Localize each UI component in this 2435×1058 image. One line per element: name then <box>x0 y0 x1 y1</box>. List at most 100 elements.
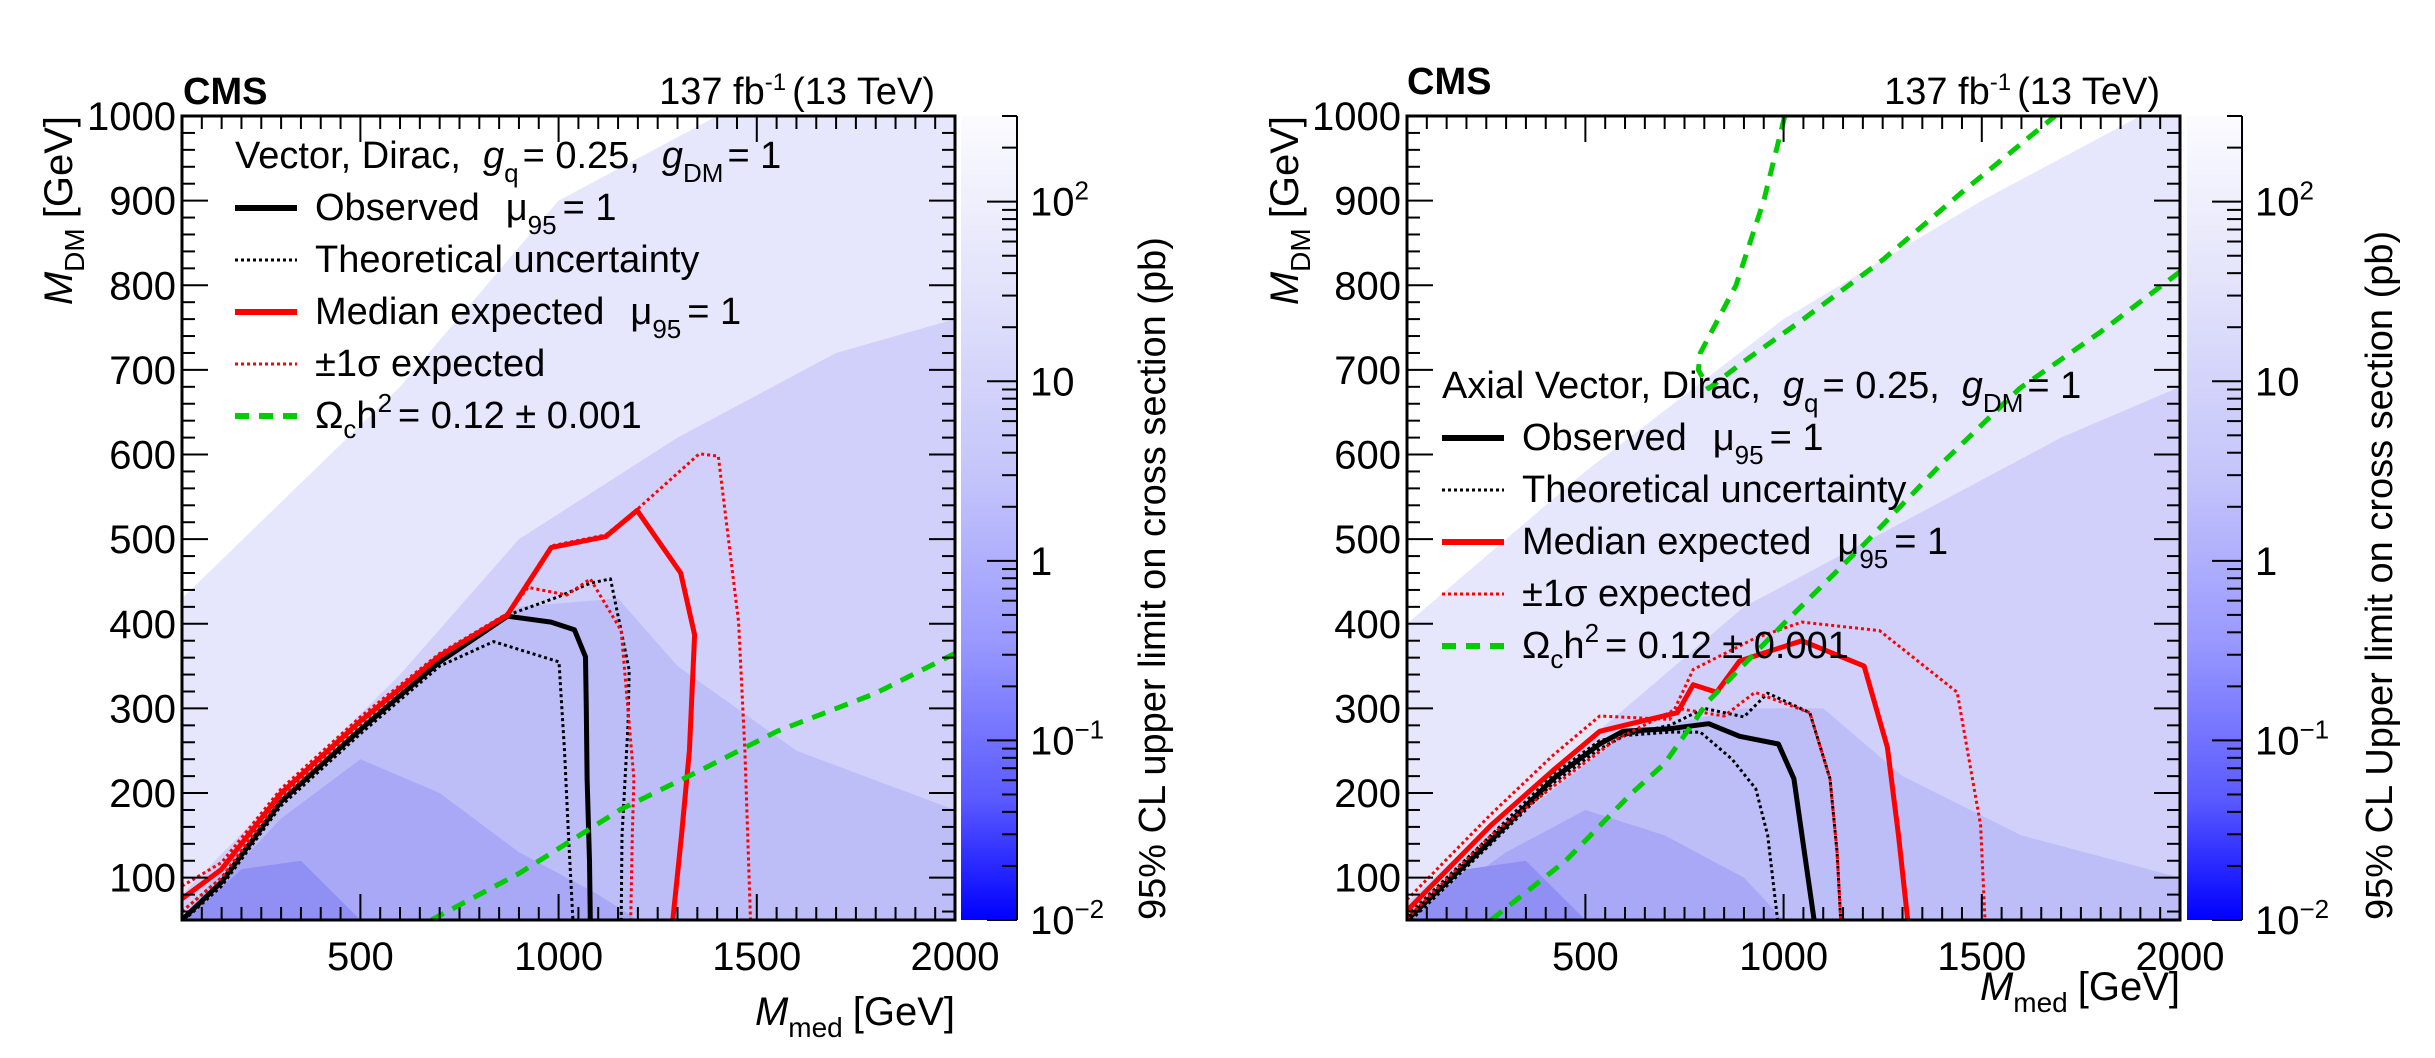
legend-entry-expected: Median expected μ95 = 1 <box>1442 521 1948 574</box>
labels: CMS 137 fb-1 (13 TeV) Mmed [GeV] MDM[GeV] … <box>37 69 1174 1043</box>
colorbar-tick-label: 102 <box>2255 176 2314 225</box>
x-axis-title: Mmed [GeV] <box>755 990 955 1043</box>
legend-entry-relic: Ωch2 = 0.12 ± 0.001 <box>235 388 642 444</box>
legend-header: Vector, Dirac, gq = 0.25, gDM = 1 <box>235 135 781 188</box>
legend: Axial Vector, Dirac, gq = 0.25, gDM = 1Obser… <box>1442 365 2081 674</box>
legend-entry-theory: Theoretical uncertainty <box>1442 469 1906 511</box>
x-tick-label: 500 <box>1552 935 1619 979</box>
y-tick-label: 500 <box>1334 518 1401 562</box>
legend-label: Median expected μ95 = 1 <box>1522 521 1948 574</box>
y-tick-label: 100 <box>109 857 176 901</box>
colorbar-tick-label: 102 <box>1030 176 1089 225</box>
y-tick-label: 300 <box>109 687 176 731</box>
y-tick-label: 700 <box>109 349 176 393</box>
x-tick-label: 1000 <box>514 935 603 979</box>
x-tick-label: 2000 <box>911 935 1000 979</box>
legend-header: Axial Vector, Dirac, gq = 0.25, gDM = 1 <box>1442 365 2081 418</box>
labels: CMS 137 fb-1 (13 TeV) Mmed [GeV] MDM[GeV] … <box>1263 61 2401 1018</box>
lumi-label: 137 fb-1 (13 TeV) <box>1884 69 2160 113</box>
legend-label: Median expected μ95 = 1 <box>315 291 741 344</box>
axes: 500 1000 1500 2000 100 200 300 400 500 600 700 800 9… <box>87 95 999 979</box>
legend-entry-theory: Theoretical uncertainty <box>235 239 699 281</box>
contour-relic-density-upper-branch <box>1695 116 2057 391</box>
x-tick-label: 1500 <box>1937 935 2026 979</box>
legend-entry-sigma: ±1σ expected <box>1442 573 1752 615</box>
colorbar: 10−2 10−1 1 10 102 <box>2187 115 2329 943</box>
x-tick-label: 1000 <box>1739 935 1828 979</box>
contour-relic-density-lower-branch <box>1489 269 2180 920</box>
contour-theoretical-uncertainty-low <box>182 640 575 920</box>
y-tick-label: 400 <box>1334 603 1401 647</box>
heatmap-region-deepest <box>185 860 361 920</box>
y-tick-label: 300 <box>1334 687 1401 731</box>
contour-curves <box>182 452 955 920</box>
y-tick-label: 1000 <box>1312 95 1401 139</box>
legend-label: Observed μ95 = 1 <box>1522 417 1823 470</box>
colorbar-tick-label: 10−2 <box>2255 894 2329 943</box>
colorbar-tick-label: 1 <box>1030 540 1052 584</box>
lumi-label: 137 fb-1 (13 TeV) <box>659 69 935 113</box>
legend-entry-sigma: ±1σ expected <box>235 343 545 385</box>
colorbar-tick-label: 10 <box>2255 360 2300 404</box>
panel-axial-vector: 500 1000 1500 2000 100 200 300 400 500 600 700 800 9… <box>1263 61 2401 1018</box>
experiment-label: CMS <box>1407 61 1491 103</box>
contour-median-expected <box>182 507 698 920</box>
legend-entry-observed: Observed μ95 = 1 <box>1442 417 1823 470</box>
y-tick-label: 800 <box>109 264 176 308</box>
colorbar-tick-label: 1 <box>2255 540 2277 584</box>
y-tick-label: 200 <box>109 772 176 816</box>
contour--1-expected <box>182 452 752 920</box>
y-tick-label: 200 <box>1334 772 1401 816</box>
legend-label: Observed μ95 = 1 <box>315 187 616 240</box>
legend-label: ±1σ expected <box>1522 573 1752 615</box>
colorbar-gradient <box>2187 116 2242 920</box>
y-tick-label: 900 <box>1334 180 1401 224</box>
contour-curves <box>1407 116 2180 920</box>
colorbar-tick-label: 10−2 <box>1030 894 1104 943</box>
contour--1-expected <box>1407 690 1843 920</box>
x-tick-label: 2000 <box>2136 935 2225 979</box>
heatmap-background <box>182 116 955 920</box>
y-tick-label: 1000 <box>87 95 176 139</box>
y-axis-title: MDM[GeV] <box>37 116 90 305</box>
x-tick-label: 1500 <box>712 935 801 979</box>
contour-relic-density <box>430 651 955 920</box>
colorbar-tick-label: 10−1 <box>1030 714 1104 763</box>
panel-vector: 500 1000 1500 2000 100 200 300 400 500 600 700 800 9… <box>37 69 1174 1043</box>
contour--1-expected <box>1407 620 1987 920</box>
legend-entry-expected: Median expected μ95 = 1 <box>235 291 741 344</box>
legend-label: Theoretical uncertainty <box>1522 469 1906 511</box>
colorbar-tick-label: 10 <box>1030 360 1075 404</box>
x-tick-label: 500 <box>327 935 394 979</box>
legend-entry-relic: Ωch2 = 0.12 ± 0.001 <box>1442 618 1849 674</box>
legend-label: Ωch2 = 0.12 ± 0.001 <box>315 388 642 444</box>
heatmap-region-deepest <box>1410 860 1586 920</box>
legend-label: Theoretical uncertainty <box>315 239 699 281</box>
legend-label: Ωch2 = 0.12 ± 0.001 <box>1522 618 1849 674</box>
y-axis-title: MDM[GeV] <box>1263 116 1316 305</box>
contour-observed <box>1407 721 1817 920</box>
axes: 500 1000 1500 2000 100 200 300 400 500 600 700 800 9… <box>1312 95 2224 979</box>
legend-entry-observed: Observed μ95 = 1 <box>235 187 616 240</box>
y-tick-label: 600 <box>1334 434 1401 478</box>
y-tick-label: 600 <box>109 434 176 478</box>
y-tick-label: 500 <box>109 518 176 562</box>
contour--1-expected <box>182 577 636 920</box>
colorbar-gradient <box>961 116 1017 920</box>
y-tick-label: 700 <box>1334 349 1401 393</box>
plot-frame <box>180 114 957 922</box>
colorbar: 10−2 10−1 1 10 102 <box>961 115 1104 943</box>
y-tick-label: 400 <box>109 603 176 647</box>
colorbar-tick-label: 10−1 <box>2255 714 2329 763</box>
plot-frame <box>1405 114 2182 922</box>
y-tick-label: 100 <box>1334 857 1401 901</box>
contour-median-expected <box>1407 638 1911 920</box>
experiment-label: CMS <box>183 71 267 113</box>
y-tick-label: 900 <box>109 180 176 224</box>
colorbar-title: 95% CL upper limit on cross section (pb) <box>1132 237 1174 920</box>
legend-label: ±1σ expected <box>315 343 545 385</box>
y-tick-label: 800 <box>1334 264 1401 308</box>
contour-observed <box>182 613 593 920</box>
